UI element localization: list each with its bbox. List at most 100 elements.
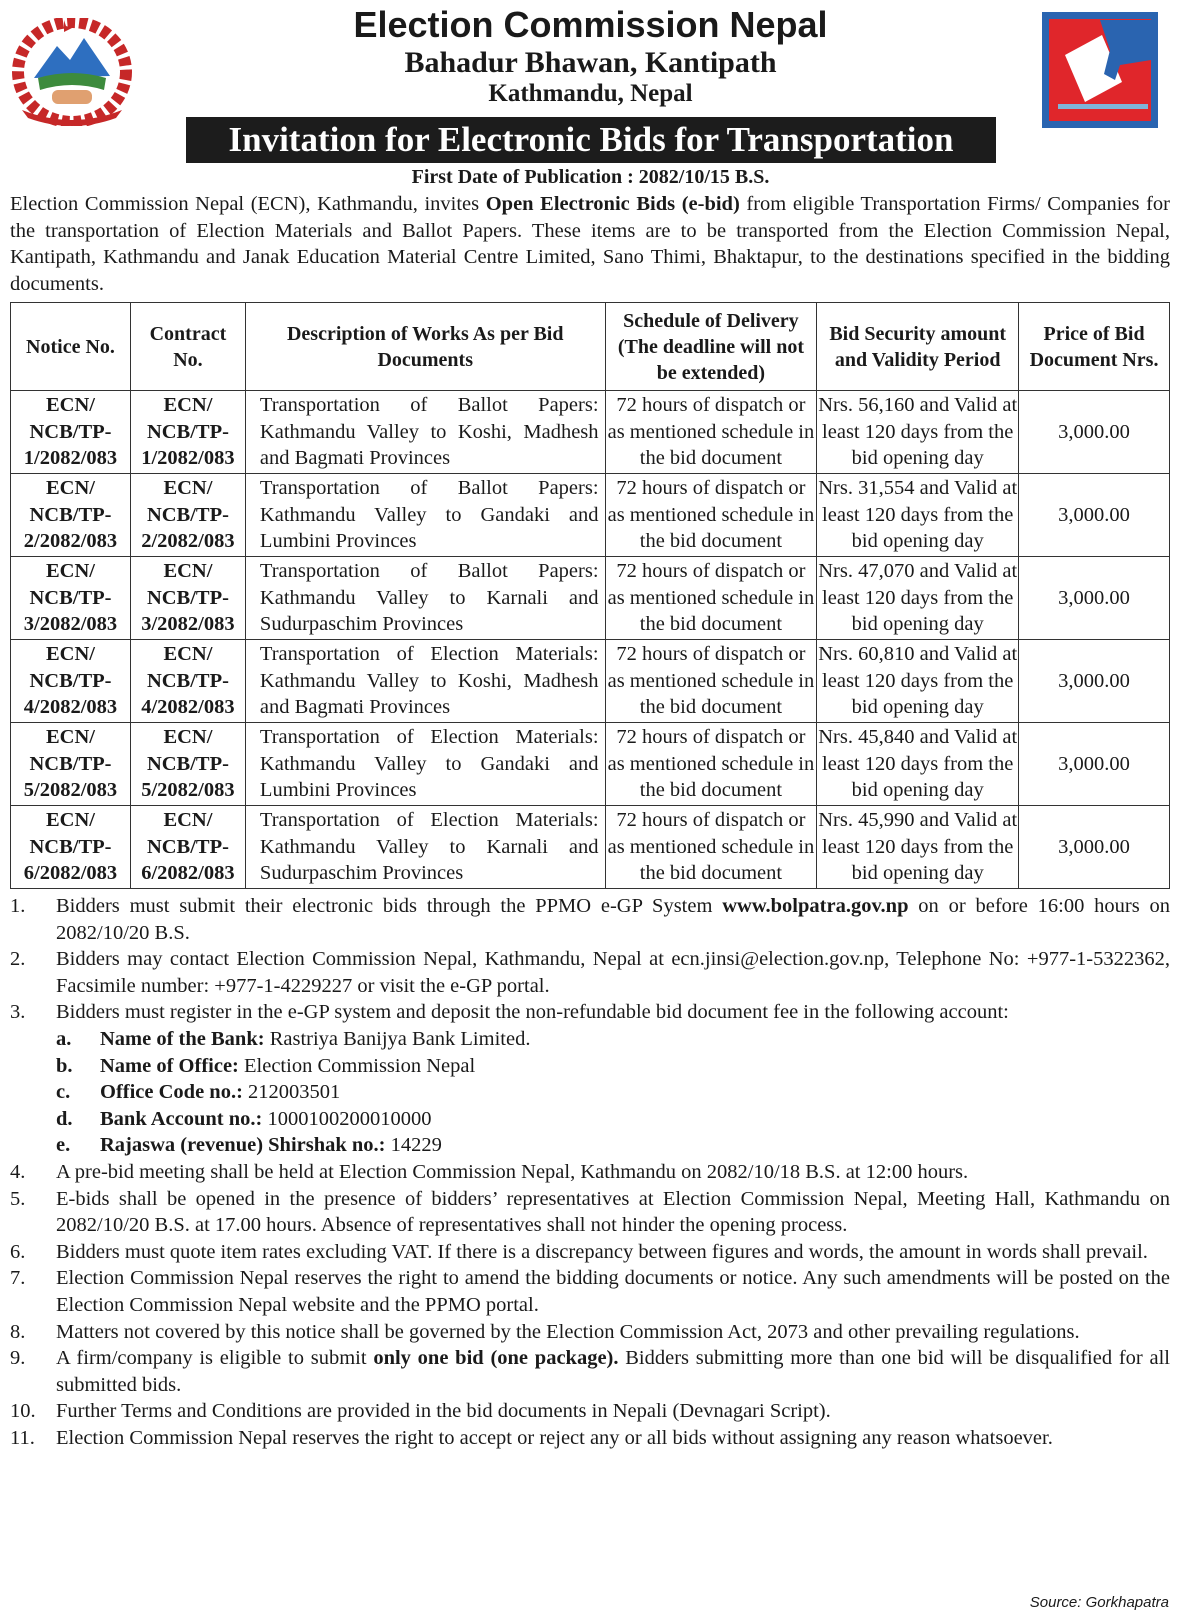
bank-detail-text: Bank Account no.: 1000100200010000 bbox=[100, 1106, 431, 1133]
term-item: 9. A firm/company is eligible to submit o… bbox=[10, 1345, 1170, 1398]
term-text-part: Bidders must submit their electronic bid… bbox=[56, 895, 723, 917]
table-row: ECN/ NCB/TP- 5/2082/083 ECN/ NCB/TP- 5/20… bbox=[10, 722, 1170, 806]
bank-detail-value: Rastriya Banijya Bank Limited. bbox=[264, 1027, 531, 1050]
term-text-part: A pre-bid meeting shall be held at Elect… bbox=[56, 1160, 969, 1183]
intro-paragraph: Election Commission Nepal (ECN), Kathman… bbox=[10, 191, 1170, 297]
bid-security-cell: Nrs. 45,990 and Valid at least 120 days … bbox=[816, 805, 1020, 889]
contract-no-cell: ECN/ NCB/TP- 1/2082/083 bbox=[129, 390, 246, 474]
notice-no-cell: ECN/ NCB/TP- 1/2082/083 bbox=[10, 390, 131, 474]
term-number: 9. bbox=[10, 1347, 26, 1370]
bank-detail-item: d. Bank Account no.: 1000100200010000 bbox=[10, 1106, 1170, 1133]
bank-detail-text: Rajaswa (revenue) Shirshak no.: 14229 bbox=[100, 1132, 442, 1159]
bank-detail-label: Name of Office: bbox=[100, 1054, 239, 1077]
col-bid-security: Bid Security amount and Validity Period bbox=[816, 302, 1020, 391]
bank-detail-value: 212003501 bbox=[242, 1081, 341, 1104]
contract-no-cell: ECN/ NCB/TP- 6/2082/083 bbox=[129, 805, 246, 889]
term-item: 8. Matters not covered by this notice sha… bbox=[10, 1319, 1170, 1346]
description-cell: Transportation of Ballot Papers: Kathman… bbox=[244, 473, 606, 557]
notice-no-cell: ECN/ NCB/TP- 5/2082/083 bbox=[10, 722, 131, 806]
term-item: 4. A pre-bid meeting shall be held at Ele… bbox=[10, 1159, 1170, 1186]
bid-security-cell: Nrs. 31,554 and Valid at least 120 days … bbox=[816, 473, 1020, 557]
terms-list: 1. Bidders must submit their electronic b… bbox=[10, 893, 1170, 1451]
bank-detail-letter: b. bbox=[56, 1054, 73, 1077]
term-text-part: Bidders may contact Election Commission … bbox=[56, 948, 1170, 997]
term-text-part: Bidders submitting more than one bid wil… bbox=[56, 1347, 1171, 1396]
bank-detail-letter: d. bbox=[56, 1107, 73, 1130]
bank-detail-text: Name of Office: Election Commission Nepa… bbox=[100, 1053, 475, 1080]
bank-detail-value: Election Commission Nepal bbox=[238, 1054, 476, 1077]
term-text-bold: only one bid (one package). bbox=[373, 1347, 619, 1370]
col-notice-no: Notice No. bbox=[10, 302, 131, 391]
col-description: Description of Works As per Bid Document… bbox=[244, 302, 606, 391]
description-cell: Transportation of Election Materials: Ka… bbox=[244, 639, 606, 723]
publication-date: First Date of Publication : 2082/10/15 B… bbox=[411, 166, 770, 188]
bank-detail-label: Name of the Bank: bbox=[100, 1027, 265, 1050]
bank-detail-letter: a. bbox=[56, 1027, 72, 1050]
intro-text: Election Commission Nepal (ECN), Kathman… bbox=[10, 193, 486, 215]
notice-no-cell: ECN/ NCB/TP- 6/2082/083 bbox=[10, 805, 131, 889]
term-text: A pre-bid meeting shall be held at Elect… bbox=[56, 1159, 1170, 1186]
term-text-part: Election Commission Nepal reserves the r… bbox=[56, 1426, 1053, 1449]
bid-security-cell: Nrs. 60,810 and Valid at least 120 days … bbox=[816, 639, 1020, 723]
price-cell: 3,000.00 bbox=[1018, 722, 1170, 806]
term-number: 2. bbox=[10, 948, 26, 971]
term-text-part: A firm/company is eligible to submit bbox=[56, 1347, 374, 1370]
term-item: 6. Bidders must quote item rates excludin… bbox=[10, 1239, 1170, 1266]
bank-detail-letter: e. bbox=[56, 1134, 71, 1157]
term-text-part: Further Terms and Conditions are provide… bbox=[56, 1400, 831, 1423]
term-text-part: Election Commission Nepal reserves the r… bbox=[56, 1267, 1170, 1316]
table-row: ECN/ NCB/TP- 6/2082/083 ECN/ NCB/TP- 6/20… bbox=[10, 805, 1170, 889]
table-row: ECN/ NCB/TP- 2/2082/083 ECN/ NCB/TP- 2/20… bbox=[10, 473, 1170, 557]
source-credit: Source: Gorkhapatra bbox=[1029, 1594, 1169, 1611]
address-line-2: Kathmandu, Nepal bbox=[488, 80, 693, 107]
bank-detail-label: Office Code no.: bbox=[100, 1081, 243, 1104]
bank-detail-text: Office Code no.: 212003501 bbox=[100, 1079, 340, 1106]
term-item: 10. Further Terms and Conditions are prov… bbox=[10, 1398, 1170, 1425]
nepal-emblem-icon bbox=[12, 18, 132, 126]
description-cell: Transportation of Election Materials: Ka… bbox=[244, 722, 606, 806]
term-number: 10. bbox=[10, 1400, 36, 1423]
notice-no-cell: ECN/ NCB/TP- 4/2082/083 bbox=[10, 639, 131, 723]
term-text: E-bids shall be opened in the presence o… bbox=[56, 1186, 1170, 1239]
term-number: 7. bbox=[10, 1267, 26, 1290]
contract-no-cell: ECN/ NCB/TP- 5/2082/083 bbox=[129, 722, 246, 806]
term-number: 6. bbox=[10, 1240, 26, 1263]
contract-no-cell: ECN/ NCB/TP- 4/2082/083 bbox=[129, 639, 246, 723]
bank-detail-label: Bank Account no.: bbox=[100, 1107, 263, 1130]
term-text: Election Commission Nepal reserves the r… bbox=[56, 1425, 1170, 1452]
bank-detail-item: b. Name of Office: Election Commission Ne… bbox=[10, 1053, 1170, 1080]
term-text: Election Commission Nepal reserves the r… bbox=[56, 1265, 1170, 1318]
term-number: 1. bbox=[10, 895, 26, 917]
schedule-cell: 72 hours of dispatch or as mentioned sch… bbox=[604, 473, 818, 557]
contract-no-cell: ECN/ NCB/TP- 2/2082/083 bbox=[129, 473, 246, 557]
notice-title: Invitation for Electronic Bids for Trans… bbox=[186, 117, 996, 163]
price-cell: 3,000.00 bbox=[1018, 556, 1170, 640]
description-cell: Transportation of Ballot Papers: Kathman… bbox=[244, 390, 606, 474]
term-text: Matters not covered by this notice shall… bbox=[56, 1319, 1170, 1346]
term-number: 3. bbox=[10, 1001, 26, 1024]
bids-table: Notice No. Contract No. Description of W… bbox=[10, 302, 1170, 889]
schedule-cell: 72 hours of dispatch or as mentioned sch… bbox=[604, 722, 818, 806]
bank-detail-letter: c. bbox=[56, 1081, 71, 1104]
term-text-bold: www.bolpatra.gov.np bbox=[722, 895, 909, 917]
schedule-cell: 72 hours of dispatch or as mentioned sch… bbox=[604, 556, 818, 640]
term-item: 2. Bidders may contact Election Commissio… bbox=[10, 946, 1170, 999]
bank-detail-item: e. Rajaswa (revenue) Shirshak no.: 14229 bbox=[10, 1132, 1170, 1159]
ecn-ballot-logo-icon bbox=[1042, 12, 1158, 128]
bank-detail-label: Rajaswa (revenue) Shirshak no.: bbox=[100, 1134, 386, 1157]
contract-no-cell: ECN/ NCB/TP- 3/2082/083 bbox=[129, 556, 246, 640]
term-item: 5. E-bids shall be opened in the presence… bbox=[10, 1186, 1170, 1239]
col-price: Price of Bid Document Nrs. bbox=[1018, 302, 1170, 391]
bank-detail-item: c. Office Code no.: 212003501 bbox=[10, 1079, 1170, 1106]
term-text: Bidders must quote item rates excluding … bbox=[56, 1239, 1170, 1266]
table-row: ECN/ NCB/TP- 1/2082/083 ECN/ NCB/TP- 1/20… bbox=[10, 390, 1170, 474]
term-text-part: Matters not covered by this notice shall… bbox=[56, 1320, 1080, 1343]
term-number: 4. bbox=[10, 1160, 26, 1183]
schedule-cell: 72 hours of dispatch or as mentioned sch… bbox=[604, 390, 818, 474]
term-item: 1. Bidders must submit their electronic b… bbox=[10, 893, 1170, 946]
price-cell: 3,000.00 bbox=[1018, 390, 1170, 474]
term-text: Bidders may contact Election Commission … bbox=[56, 946, 1170, 999]
term-text-part: Bidders must register in the e-GP system… bbox=[56, 1001, 1009, 1024]
col-schedule: Schedule of Delivery (The deadline will … bbox=[604, 302, 818, 391]
bid-security-cell: Nrs. 56,160 and Valid at least 120 days … bbox=[816, 390, 1020, 474]
